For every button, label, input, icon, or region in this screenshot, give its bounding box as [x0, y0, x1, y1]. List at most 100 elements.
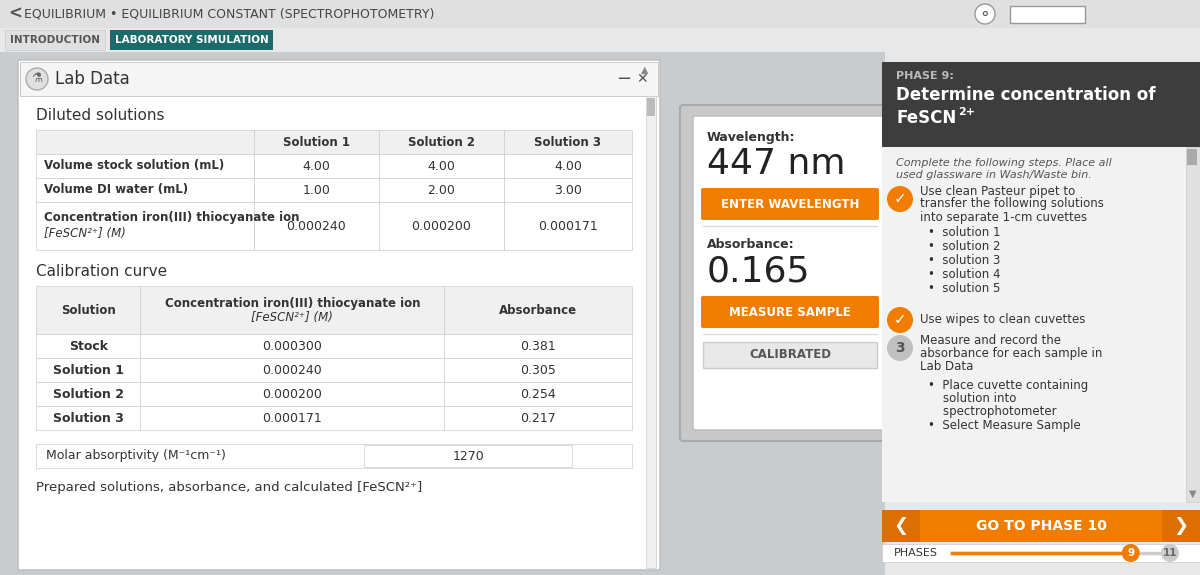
- Text: PHASE 9:: PHASE 9:: [896, 71, 954, 81]
- Text: SUBMIT: SUBMIT: [1022, 9, 1072, 19]
- Text: •  solution 5: • solution 5: [928, 282, 1001, 294]
- Bar: [882, 147, 1186, 502]
- Bar: [253, 202, 379, 250]
- Bar: [36, 154, 253, 178]
- Text: 4.00: 4.00: [427, 159, 455, 172]
- Bar: [140, 406, 444, 430]
- Bar: [36, 334, 140, 358]
- Text: 0.000240: 0.000240: [263, 363, 322, 377]
- Text: Volume stock solution (mL): Volume stock solution (mL): [44, 159, 224, 172]
- Text: Volume DI water (mL): Volume DI water (mL): [44, 183, 188, 197]
- FancyBboxPatch shape: [18, 60, 660, 570]
- Bar: [36, 406, 140, 430]
- Bar: [504, 130, 632, 154]
- Circle shape: [1122, 544, 1140, 562]
- Text: [FeSCN²⁺] (M): [FeSCN²⁺] (M): [251, 310, 334, 324]
- Text: 3.00: 3.00: [554, 183, 582, 197]
- Bar: [36, 202, 253, 250]
- Text: 1.00: 1.00: [302, 183, 330, 197]
- Bar: [140, 334, 444, 358]
- FancyBboxPatch shape: [701, 188, 878, 220]
- Bar: [140, 382, 444, 406]
- Text: Solution 3: Solution 3: [534, 136, 601, 148]
- Bar: [444, 334, 632, 358]
- Text: Use wipes to clean cuvettes: Use wipes to clean cuvettes: [920, 313, 1085, 327]
- Text: Complete the following steps. Place all: Complete the following steps. Place all: [896, 158, 1111, 168]
- Text: Molar absorptivity (M⁻¹cm⁻¹): Molar absorptivity (M⁻¹cm⁻¹): [46, 450, 226, 462]
- Text: ✕: ✕: [636, 72, 648, 86]
- Text: Measure and record the: Measure and record the: [920, 334, 1061, 347]
- Text: ❯: ❯: [1174, 517, 1188, 535]
- Text: 0.305: 0.305: [520, 363, 556, 377]
- Bar: [504, 202, 632, 250]
- Text: 0.165: 0.165: [707, 255, 810, 289]
- Bar: [647, 98, 655, 116]
- Text: ENTER WAVELENGTH: ENTER WAVELENGTH: [721, 197, 859, 210]
- Text: INTRODUCTION: INTRODUCTION: [10, 35, 100, 45]
- Bar: [882, 510, 1200, 542]
- FancyBboxPatch shape: [694, 116, 887, 430]
- Text: Solution: Solution: [61, 304, 115, 316]
- Circle shape: [887, 307, 913, 333]
- Bar: [253, 130, 379, 154]
- Bar: [36, 178, 253, 202]
- Text: ✓: ✓: [894, 191, 906, 206]
- Text: <: <: [8, 5, 22, 23]
- FancyBboxPatch shape: [680, 105, 900, 441]
- Text: Wavelength:: Wavelength:: [707, 132, 796, 144]
- Bar: [140, 358, 444, 382]
- Text: Stock: Stock: [68, 339, 108, 352]
- Bar: [379, 154, 504, 178]
- Text: EQUILIBRIUM • EQUILIBRIUM CONSTANT (SPECTROPHOTOMETRY): EQUILIBRIUM • EQUILIBRIUM CONSTANT (SPEC…: [24, 7, 434, 21]
- Text: 0.000300: 0.000300: [263, 339, 323, 352]
- Text: 3: 3: [895, 341, 905, 355]
- Text: Concentration iron(III) thiocyanate ion: Concentration iron(III) thiocyanate ion: [44, 212, 300, 224]
- Text: 2+: 2+: [958, 107, 974, 117]
- Text: ▼: ▼: [1189, 489, 1196, 499]
- Text: •  Select Measure Sample: • Select Measure Sample: [928, 420, 1081, 432]
- Bar: [1010, 6, 1085, 23]
- Text: 447 nm: 447 nm: [707, 147, 846, 181]
- Bar: [379, 178, 504, 202]
- Text: transfer the following solutions: transfer the following solutions: [920, 197, 1104, 210]
- Text: •  Place cuvette containing: • Place cuvette containing: [928, 378, 1088, 392]
- Text: Prepared solutions, absorbance, and calculated [FeSCN²⁺]: Prepared solutions, absorbance, and calc…: [36, 481, 422, 494]
- Text: Solution 1: Solution 1: [283, 136, 349, 148]
- Bar: [646, 96, 656, 568]
- Text: Solution 1: Solution 1: [53, 363, 124, 377]
- Text: spectrophotometer: spectrophotometer: [928, 404, 1057, 417]
- Bar: [36, 358, 140, 382]
- Text: 0.000200: 0.000200: [412, 220, 472, 232]
- Text: 0.000200: 0.000200: [263, 388, 323, 401]
- Text: solution into: solution into: [928, 392, 1016, 404]
- Bar: [110, 30, 274, 50]
- Bar: [882, 510, 920, 542]
- Bar: [140, 286, 444, 334]
- Circle shape: [26, 68, 48, 90]
- Text: ▲: ▲: [641, 65, 649, 75]
- Bar: [253, 154, 379, 178]
- Bar: [0, 52, 886, 575]
- Bar: [504, 178, 632, 202]
- Bar: [5, 30, 106, 50]
- Text: Diluted solutions: Diluted solutions: [36, 109, 164, 124]
- Text: FeSCN: FeSCN: [896, 109, 956, 127]
- Text: MEASURE SAMPLE: MEASURE SAMPLE: [730, 305, 851, 319]
- FancyBboxPatch shape: [701, 296, 878, 328]
- Bar: [444, 286, 632, 334]
- Bar: [20, 62, 658, 96]
- Text: 2.00: 2.00: [427, 183, 455, 197]
- Text: 0.000240: 0.000240: [287, 220, 346, 232]
- Text: ⚗: ⚗: [31, 72, 43, 86]
- Bar: [444, 382, 632, 406]
- Bar: [444, 406, 632, 430]
- Bar: [36, 444, 632, 468]
- Text: used glassware in Wash/Waste bin.: used glassware in Wash/Waste bin.: [896, 170, 1092, 180]
- Text: PHASES: PHASES: [894, 548, 938, 558]
- Bar: [1162, 510, 1200, 542]
- Bar: [504, 154, 632, 178]
- Text: 0.381: 0.381: [521, 339, 556, 352]
- Text: Concentration iron(III) thiocyanate ion: Concentration iron(III) thiocyanate ion: [164, 297, 420, 309]
- Text: •  solution 3: • solution 3: [928, 254, 1001, 266]
- Text: 9: 9: [1127, 548, 1134, 558]
